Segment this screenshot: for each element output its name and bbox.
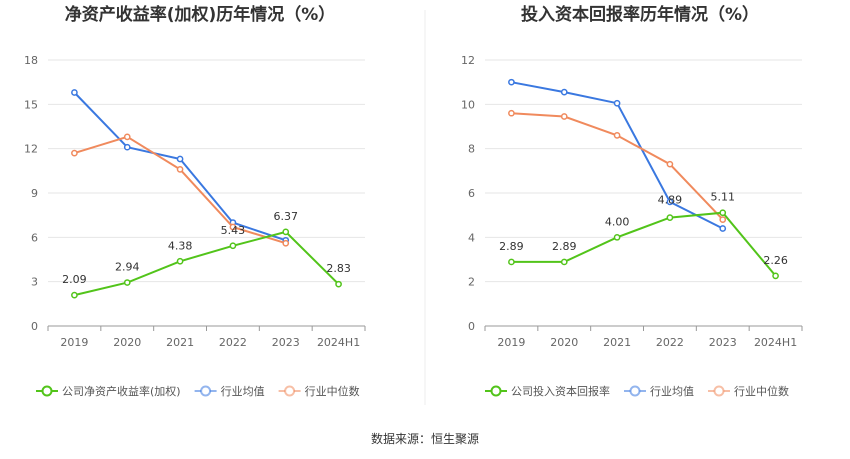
legend-item-company[interactable]: 公司投入资本回报率 bbox=[485, 384, 610, 398]
y-tick-label: 8 bbox=[468, 143, 475, 156]
y-tick-label: 15 bbox=[24, 98, 38, 111]
data-point-average[interactable] bbox=[719, 225, 727, 232]
data-label: 4.00 bbox=[605, 215, 630, 228]
data-point-company[interactable] bbox=[229, 242, 237, 250]
data-label: 2.94 bbox=[115, 261, 140, 274]
y-tick-label: 12 bbox=[24, 143, 38, 156]
roe-chart-panel: 净资产收益率(加权)历年情况（%） 0 3 6 9 12 15 18 2019 2020 2021 2… bbox=[24, 4, 366, 398]
series-line-company bbox=[74, 230, 340, 297]
data-label: 2.09 bbox=[62, 273, 87, 286]
data-label: 2.89 bbox=[499, 240, 524, 253]
legend-marker-icon bbox=[41, 385, 53, 397]
data-point-company[interactable] bbox=[560, 258, 568, 266]
data-point-company[interactable] bbox=[335, 280, 342, 288]
data-point-average[interactable] bbox=[71, 89, 78, 96]
data-point-average[interactable] bbox=[560, 88, 568, 96]
y-tick-label: 4 bbox=[468, 231, 475, 244]
data-point-company[interactable] bbox=[123, 279, 131, 286]
data-point-average[interactable] bbox=[613, 99, 621, 107]
legend-label: 公司投入资本回报率 bbox=[511, 384, 610, 398]
x-tick-label: 2022 bbox=[219, 336, 247, 349]
x-tick-label: 2024H1 bbox=[317, 336, 360, 349]
data-point-company[interactable] bbox=[719, 209, 727, 217]
data-point-median[interactable] bbox=[719, 216, 727, 223]
y-tick-label: 0 bbox=[468, 320, 475, 333]
legend-marker-icon bbox=[490, 385, 502, 397]
data-label: 6.37 bbox=[274, 210, 299, 223]
data-point-median[interactable] bbox=[666, 160, 674, 168]
x-tick-label: 2021 bbox=[603, 336, 631, 349]
chart-title: 净资产收益率(加权)历年情况（%） bbox=[65, 4, 336, 25]
legend-marker-icon bbox=[284, 385, 296, 397]
legend-item-company[interactable]: 公司净资产收益率(加权) bbox=[36, 384, 181, 398]
legend-label: 行业中位数 bbox=[305, 384, 360, 398]
data-point-median[interactable] bbox=[560, 113, 568, 120]
data-label: 4.38 bbox=[168, 239, 193, 252]
x-tick-label: 2023 bbox=[709, 336, 737, 349]
data-source-note: 数据来源：恒生聚源 bbox=[371, 431, 479, 446]
data-point-company[interactable] bbox=[508, 258, 515, 266]
data-point-median[interactable] bbox=[508, 109, 515, 117]
legend-item-median[interactable]: 行业中位数 bbox=[278, 384, 360, 398]
data-label: 2.26 bbox=[763, 254, 788, 267]
data-point-company[interactable] bbox=[666, 214, 674, 221]
x-tick-label: 2019 bbox=[497, 336, 525, 349]
data-point-average[interactable] bbox=[176, 155, 184, 163]
data-label: 5.43 bbox=[221, 224, 246, 237]
y-tick-label: 0 bbox=[31, 320, 38, 333]
x-tick-label: 2024H1 bbox=[754, 336, 797, 349]
data-point-median[interactable] bbox=[176, 166, 184, 173]
legend-label: 行业中位数 bbox=[734, 384, 789, 398]
data-point-average[interactable] bbox=[123, 143, 131, 151]
legend-label: 公司净资产收益率(加权) bbox=[62, 384, 181, 398]
roic-chart-panel: 投入资本回报率历年情况（%） 0 2 4 6 8 10 12 2019 2020 2021 2022 2… bbox=[461, 4, 803, 398]
data-point-company[interactable] bbox=[772, 272, 779, 280]
data-point-median[interactable] bbox=[613, 132, 621, 139]
y-tick-label: 3 bbox=[31, 276, 38, 289]
chart-title: 投入资本回报率历年情况（%） bbox=[521, 4, 759, 25]
legend-marker-icon bbox=[200, 385, 212, 397]
data-label: 4.89 bbox=[658, 194, 683, 207]
data-point-median[interactable] bbox=[229, 223, 237, 231]
y-tick-label: 10 bbox=[461, 98, 475, 111]
x-tick-label: 2020 bbox=[550, 336, 578, 349]
data-point-company[interactable] bbox=[71, 291, 78, 299]
data-label: 2.83 bbox=[326, 262, 351, 275]
x-tick-label: 2019 bbox=[60, 336, 88, 349]
legend-item-average[interactable]: 行业均值 bbox=[194, 385, 265, 398]
data-label: 5.11 bbox=[711, 191, 736, 204]
data-point-company[interactable] bbox=[613, 233, 621, 241]
legend-label: 行业均值 bbox=[650, 385, 694, 398]
y-tick-label: 6 bbox=[468, 187, 475, 200]
series-line-median bbox=[74, 135, 287, 245]
data-label: 2.89 bbox=[552, 240, 577, 253]
x-tick-label: 2020 bbox=[113, 336, 141, 349]
x-tick-label: 2023 bbox=[272, 336, 300, 349]
y-tick-label: 9 bbox=[31, 187, 38, 200]
y-tick-label: 12 bbox=[461, 54, 475, 67]
data-point-average[interactable] bbox=[508, 78, 515, 86]
legend-item-median[interactable]: 行业中位数 bbox=[708, 384, 789, 398]
x-tick-label: 2022 bbox=[656, 336, 684, 349]
legend-marker-icon bbox=[713, 385, 725, 397]
y-tick-label: 18 bbox=[24, 54, 38, 67]
legend-label: 行业均值 bbox=[221, 385, 265, 398]
y-tick-label: 2 bbox=[468, 276, 475, 289]
data-point-average[interactable] bbox=[666, 198, 674, 206]
legend-marker-icon bbox=[629, 385, 641, 397]
x-tick-label: 2021 bbox=[166, 336, 194, 349]
data-point-median[interactable] bbox=[282, 239, 290, 247]
data-point-median[interactable] bbox=[71, 149, 78, 157]
data-point-company[interactable] bbox=[176, 257, 184, 265]
legend-item-average[interactable]: 行业均值 bbox=[624, 385, 694, 398]
y-tick-label: 6 bbox=[31, 231, 38, 244]
series-line-median bbox=[511, 112, 724, 221]
data-point-company[interactable] bbox=[282, 228, 290, 236]
series-line-company bbox=[511, 211, 777, 277]
data-point-median[interactable] bbox=[123, 133, 131, 141]
